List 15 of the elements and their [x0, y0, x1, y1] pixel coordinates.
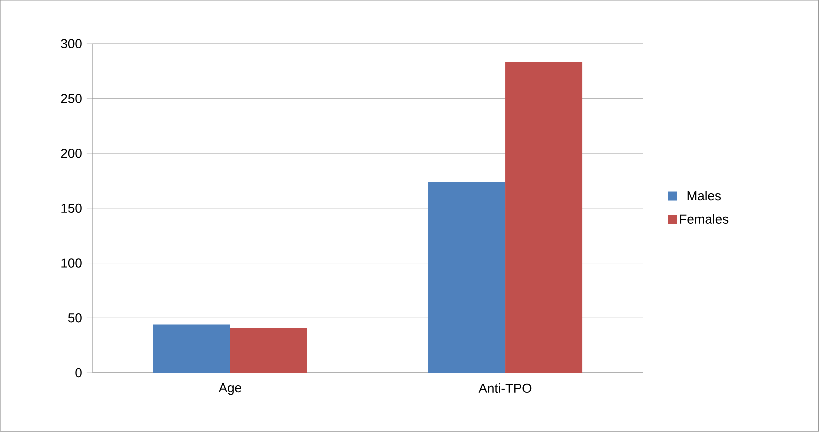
bar	[428, 182, 506, 374]
bar	[230, 328, 308, 374]
x-tick-label: Age	[218, 384, 242, 396]
y-tick-label: 250	[61, 94, 82, 104]
y-tick-label: 150	[62, 204, 82, 214]
y-tick-label: 200	[61, 149, 82, 158]
y-tick-label: 300	[61, 39, 82, 49]
bar	[153, 324, 230, 374]
y-tick-label: 0	[76, 368, 82, 378]
legend-label: Females	[680, 214, 729, 224]
y-tick-label: 100	[62, 258, 82, 268]
legend-label: Males	[688, 191, 722, 201]
y-tick-label: 50	[68, 314, 82, 323]
x-tick-label: Anti-TPO	[478, 384, 532, 394]
bar	[506, 62, 583, 374]
